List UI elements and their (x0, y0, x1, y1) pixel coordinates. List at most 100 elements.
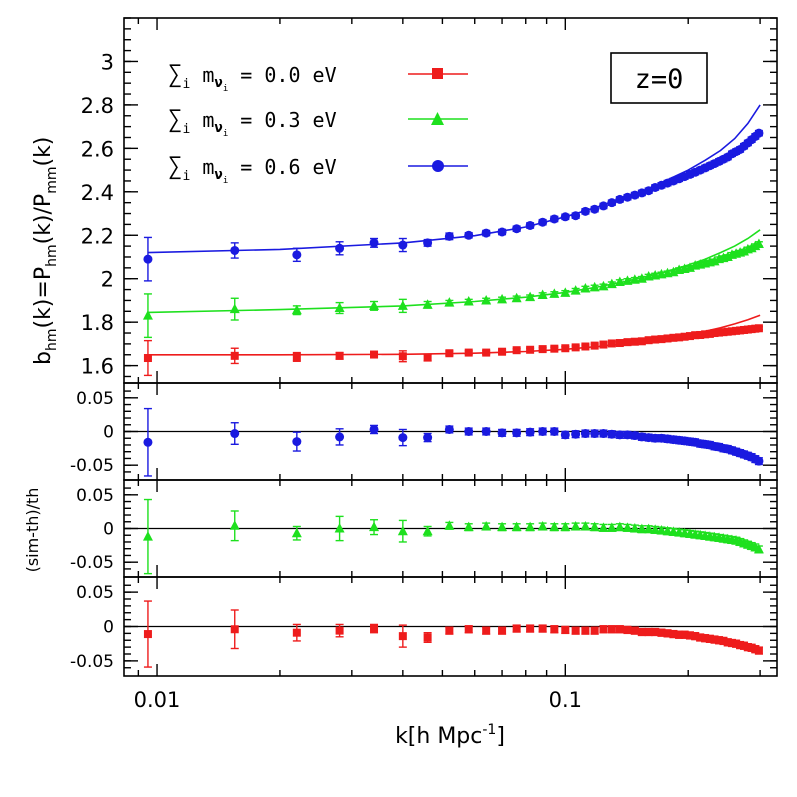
y-tick-label: 2.8 (81, 94, 114, 118)
bias-point (560, 212, 570, 222)
x-tick-label: 0.1 (549, 688, 582, 712)
data-layer (142, 104, 764, 668)
residual-point (481, 520, 492, 531)
y-tick-label: 2.2 (81, 224, 114, 248)
residual-point (607, 625, 616, 634)
bias-point (629, 274, 640, 284)
residual-point (334, 523, 345, 533)
bias-point (463, 296, 474, 306)
residual-point (644, 628, 653, 636)
bias-point (581, 342, 590, 351)
bias-point (590, 341, 599, 350)
residual-point (651, 628, 660, 636)
residual-point (481, 427, 491, 436)
residual-point (550, 625, 559, 634)
bias-point (444, 297, 455, 307)
y-tick-label: 2 (101, 268, 114, 292)
residual-point (580, 520, 591, 531)
bias-point (598, 280, 609, 291)
residual-point (398, 632, 407, 641)
bias-point (651, 335, 660, 344)
residual-point (650, 433, 660, 443)
bias-point (598, 201, 608, 211)
bias-point (230, 351, 239, 360)
residual-point (701, 634, 710, 643)
residual-point (680, 630, 689, 639)
residual-point (398, 433, 408, 443)
residual-y-tick-label: 0 (103, 423, 114, 443)
bias-point (397, 300, 408, 310)
residual-point (497, 428, 507, 438)
legend-label-1: ∑i mνi = 0.3 eV (168, 105, 337, 139)
legend-entry-2: ∑i mνi = 0.6 eV (168, 152, 468, 186)
residual-point (445, 626, 454, 635)
bias-point (537, 289, 548, 300)
residual-point (370, 624, 379, 633)
bias-point (464, 230, 474, 240)
bias-point (571, 343, 580, 352)
residual-point (538, 624, 547, 633)
residual-point (444, 424, 454, 434)
residual-point (571, 626, 580, 635)
residual-point (581, 626, 590, 635)
bias-point (143, 254, 153, 264)
bias-point (675, 333, 684, 342)
bias-point (230, 245, 240, 255)
residual-point (512, 428, 522, 438)
residual-point (650, 524, 661, 534)
residual-point (482, 626, 491, 635)
bias-point (538, 345, 547, 354)
residual-point (538, 427, 548, 436)
residual-point (622, 430, 632, 440)
bias-point (580, 206, 590, 216)
legend-marker-1 (431, 112, 444, 125)
residual-point (292, 628, 301, 637)
bias-point (622, 275, 633, 285)
residual-point (599, 625, 608, 634)
bias-point (229, 303, 240, 314)
bias-point (538, 217, 548, 227)
residual-panel-data-2 (143, 600, 763, 668)
residual-y-tick-label: -0.05 (70, 456, 114, 476)
bias-point (705, 329, 714, 338)
residual-point (422, 525, 433, 536)
bias-point (445, 349, 454, 358)
residual-point (549, 521, 560, 532)
bias-point (754, 128, 764, 138)
bias-point (369, 300, 380, 310)
residual-point (335, 432, 345, 442)
bias-point (691, 331, 700, 340)
residual-point (463, 521, 474, 532)
residual-point (598, 522, 609, 532)
bias-point (560, 287, 571, 297)
bias-point (590, 204, 600, 214)
bias-point (644, 336, 653, 345)
residual-point (710, 635, 719, 644)
residual-y-tick-label: -0.05 (70, 652, 114, 672)
residual-point (397, 525, 408, 536)
residual-point (637, 628, 646, 636)
residual-point (369, 424, 379, 434)
bias-point (614, 276, 625, 286)
bias-point (525, 291, 536, 302)
residual-point (498, 626, 507, 635)
residual-point (143, 437, 153, 447)
bias-point (607, 339, 616, 348)
bias-point (723, 327, 732, 336)
bias-point (370, 350, 379, 359)
residual-point (526, 624, 535, 633)
residual-point (615, 430, 625, 440)
residual-point (663, 629, 672, 638)
legend-entry-1: ∑i mνi = 0.3 eV (168, 105, 468, 139)
x-axis-label: k[h Mpc-1] (395, 722, 505, 749)
bias-point (423, 353, 432, 362)
bias-point (663, 334, 672, 343)
residual-point (636, 523, 647, 534)
bias-point (292, 352, 301, 361)
bias-point (497, 227, 507, 237)
residual-point (590, 429, 600, 439)
residual-point (696, 633, 705, 642)
x-tick-label: 0.01 (134, 688, 181, 712)
bias-point (727, 327, 736, 336)
top-ylabel: bhm(k)=Phm(k)/Pmm(k) (31, 137, 60, 365)
